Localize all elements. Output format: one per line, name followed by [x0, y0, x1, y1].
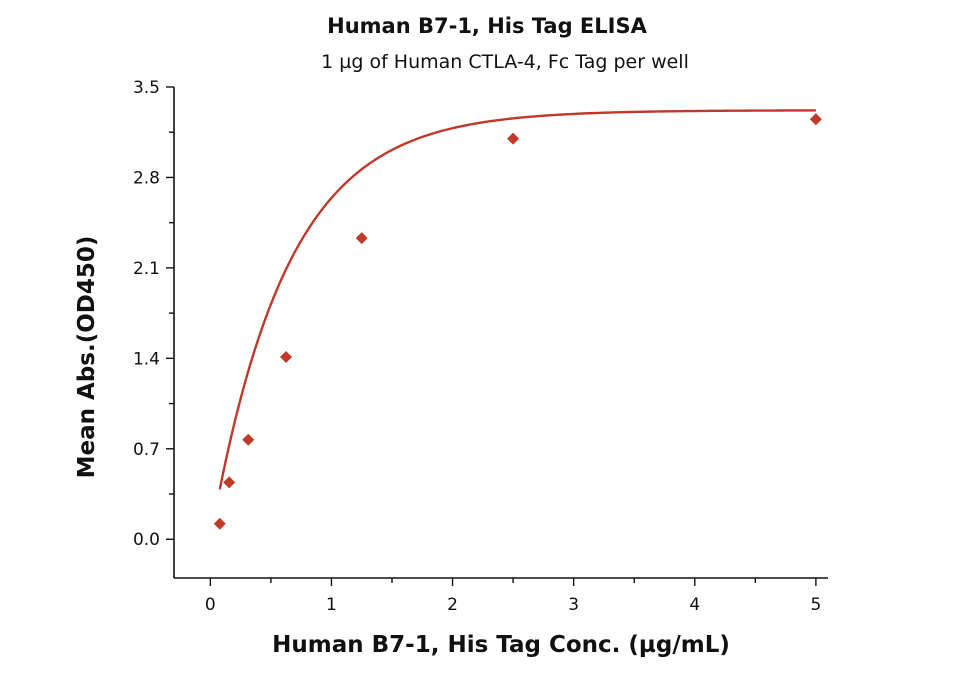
x-tick-label: 0: [205, 595, 216, 615]
y-tick-label: 3.5: [133, 78, 160, 98]
x-tick-label: 2: [447, 595, 458, 615]
y-tick-label: 0.7: [133, 440, 160, 460]
x-tick-label: 4: [689, 595, 700, 615]
data-point: [809, 113, 822, 126]
data-point: [213, 517, 226, 530]
y-tick-label: 2.8: [133, 168, 160, 188]
x-tick-label: 1: [326, 595, 337, 615]
data-point: [355, 232, 368, 245]
y-tick-label: 1.4: [133, 349, 160, 369]
data-point: [507, 132, 520, 145]
x-axis-label: Human B7-1, His Tag Conc. (µg/mL): [272, 632, 730, 658]
chart-subtitle: 1 µg of Human CTLA-4, Fc Tag per well: [321, 51, 689, 73]
chart-title: Human B7-1, His Tag ELISA: [327, 14, 647, 38]
data-point: [280, 351, 293, 364]
y-tick-label: 2.1: [133, 259, 160, 279]
x-tick-label: 5: [810, 595, 821, 615]
y-axis-label: Mean Abs.(OD450): [74, 236, 100, 479]
fit-curve: [218, 109, 816, 490]
x-tick-label: 3: [568, 595, 579, 615]
data-point: [242, 433, 255, 446]
data-point: [223, 476, 236, 489]
y-tick-label: 0.0: [133, 530, 160, 550]
